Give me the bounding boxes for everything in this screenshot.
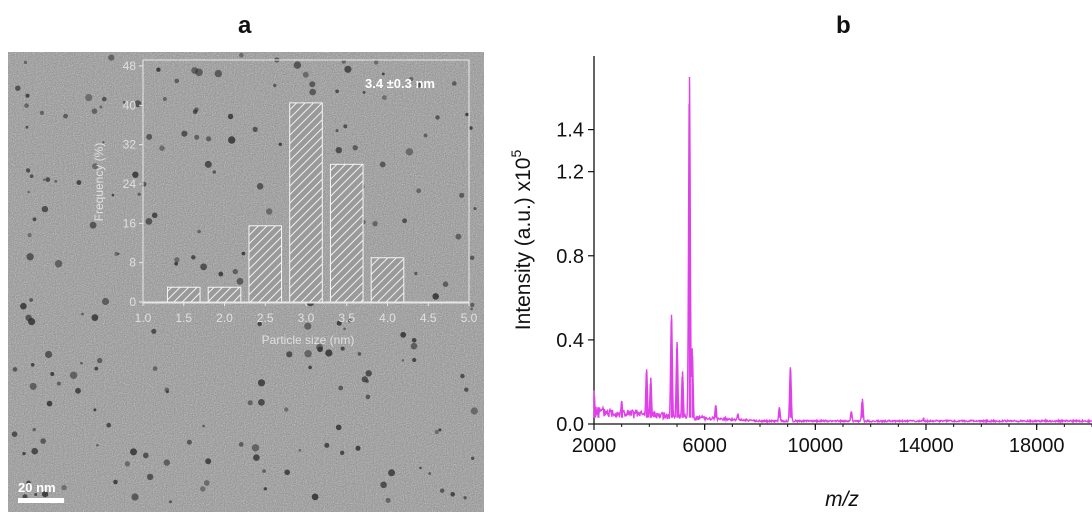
spectrum-y-tick-label: 1.2 <box>556 162 584 184</box>
spectrum-y-tick-label: 0.8 <box>556 246 584 268</box>
histogram-bar <box>289 102 323 303</box>
histogram-x-tick-label: 2.5 <box>257 311 274 325</box>
histogram-x-label: Particle size (nm) <box>262 333 355 347</box>
spectrum-y-tick-label: 1.4 <box>556 120 584 142</box>
histogram-bar <box>166 286 201 303</box>
histogram-x-tick-label: 1.5 <box>175 311 192 325</box>
spectrum-y-label: Intensity (a.u.) x105 <box>508 150 535 331</box>
spectrum-x-tick-label: 10000 <box>788 435 844 457</box>
spectrum-x-tick-label: 2000 <box>572 435 617 457</box>
histogram-annotation: 3.4 ±0.3 nm <box>365 76 435 91</box>
spectrum-x-label: m/z <box>825 488 859 511</box>
spectrum-x-tick-label: 6000 <box>682 435 727 457</box>
scale-bar: 20 nm <box>18 480 64 503</box>
histogram-y-tick-label: 40 <box>123 98 137 112</box>
histogram-y-tick-label: 24 <box>123 177 137 191</box>
histogram-y-tick-label: 8 <box>129 256 136 270</box>
scale-bar-label: 20 nm <box>18 480 56 495</box>
histogram-x-tick-label: 1.0 <box>135 311 152 325</box>
histogram-x-tick-label: 5.0 <box>461 311 478 325</box>
histogram-y-tick-label: 0 <box>129 295 136 309</box>
histogram-x-tick-label: 4.0 <box>379 311 396 325</box>
histogram-x-tick-label: 3.0 <box>298 311 315 325</box>
histogram-y-tick-label: 32 <box>123 138 137 152</box>
spectrum-x-tick-label: 18000 <box>1009 435 1065 457</box>
histogram-y-label: Frequency (%) <box>92 143 106 222</box>
histogram-bar <box>207 286 242 303</box>
mass-spectrum: 0.0 0.4 0.8 1.2 1.4 2000 6000 10000 14000 18000 I… <box>508 56 1092 511</box>
spectrum-x-tick-label: 14000 <box>898 435 954 457</box>
spectrum-y-tick-label: 0.0 <box>556 414 584 436</box>
histogram-x-tick-label: 3.5 <box>338 311 355 325</box>
histogram-bar <box>248 225 283 303</box>
histogram-y-tick-label: 48 <box>123 59 137 73</box>
panel-label-a: a <box>238 12 252 39</box>
histogram-x-tick-label: 2.0 <box>216 311 233 325</box>
tem-image <box>8 52 484 512</box>
spectrum-y-tick-label: 0.4 <box>556 330 584 352</box>
histogram-x-tick-label: 4.5 <box>420 311 437 325</box>
spectrum-series-line <box>593 76 1092 425</box>
histogram-y-tick-label: 16 <box>123 216 137 230</box>
histogram-bar <box>329 163 364 303</box>
scale-bar-line <box>18 498 64 503</box>
histogram-bar <box>370 257 405 303</box>
histogram-inset: 1.0 1.5 2.0 2.5 3.0 3.5 4.0 4.5 5.0081624324048 … <box>92 59 478 347</box>
panel-label-b: b <box>836 12 851 39</box>
nanoparticle-dots <box>11 52 478 504</box>
